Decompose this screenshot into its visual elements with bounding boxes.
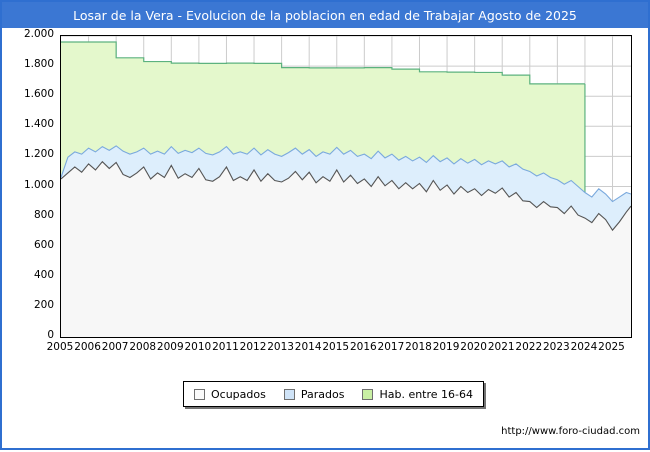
y-tick-label: 0 [47, 329, 54, 341]
x-tick-label: 2014 [294, 341, 322, 353]
legend-swatch-icon [194, 388, 205, 400]
y-tick-label: 600 [33, 238, 54, 251]
x-tick-label: 2015 [322, 341, 350, 353]
y-tick-label: 1.200 [23, 148, 54, 161]
window-title-bar: Losar de la Vera - Evolucion de la pobla… [2, 2, 648, 28]
chart-legend: Ocupados Parados Hab. entre 16-64 [183, 381, 485, 407]
y-tick-label: 400 [33, 268, 54, 281]
x-tick-label: 2025 [598, 341, 625, 353]
x-tick-label: 2012 [239, 341, 267, 353]
footer-url: http://www.foro-ciudad.com [501, 426, 640, 437]
y-tick-label: 800 [33, 208, 54, 221]
legend-item[interactable]: Parados [283, 387, 345, 401]
plot-area [60, 35, 632, 338]
x-tick-label: 2024 [570, 341, 598, 353]
page-title: Losar de la Vera - Evolucion de la pobla… [73, 7, 577, 23]
x-tick-label: 2013 [267, 341, 294, 353]
x-tick-label: 2019 [432, 341, 460, 353]
y-tick-label: 1.800 [23, 58, 54, 71]
x-tick-label: 2011 [212, 341, 239, 353]
legend-label: Hab. entre 16-64 [379, 387, 474, 401]
x-tick-label: 2020 [460, 341, 487, 353]
x-tick-label: 2007 [101, 341, 129, 353]
legend-item[interactable]: Hab. entre 16-64 [362, 388, 473, 401]
y-tick-label: 2.000 [23, 28, 54, 40]
x-tick-label: 2008 [129, 341, 157, 353]
y-tick-label: 1.600 [23, 88, 54, 101]
chart-svg [61, 36, 631, 337]
x-tick-label: 2006 [74, 341, 101, 353]
x-tick-label: 2023 [542, 341, 570, 353]
x-tick-label: 2010 [184, 341, 212, 353]
legend-swatch-icon [362, 388, 374, 400]
x-tick-label: 2009 [156, 341, 184, 353]
plot-frame [60, 35, 632, 338]
legend-label: Parados [300, 387, 345, 401]
y-tick-label: 200 [33, 298, 54, 311]
y-tick-label: 1.400 [23, 118, 54, 131]
x-tick-label: 2022 [515, 341, 543, 353]
x-tick-label: 2016 [349, 341, 377, 353]
legend-swatch-icon [283, 388, 295, 400]
legend-label: Ocupados [211, 387, 266, 401]
x-tick-label: 2005 [46, 341, 74, 353]
legend-item[interactable]: Ocupados [194, 388, 266, 401]
x-tick-label: 2018 [405, 341, 432, 353]
x-tick-label: 2021 [487, 341, 515, 353]
y-tick-label: 1.000 [23, 178, 54, 191]
x-tick-label: 2017 [377, 341, 405, 353]
